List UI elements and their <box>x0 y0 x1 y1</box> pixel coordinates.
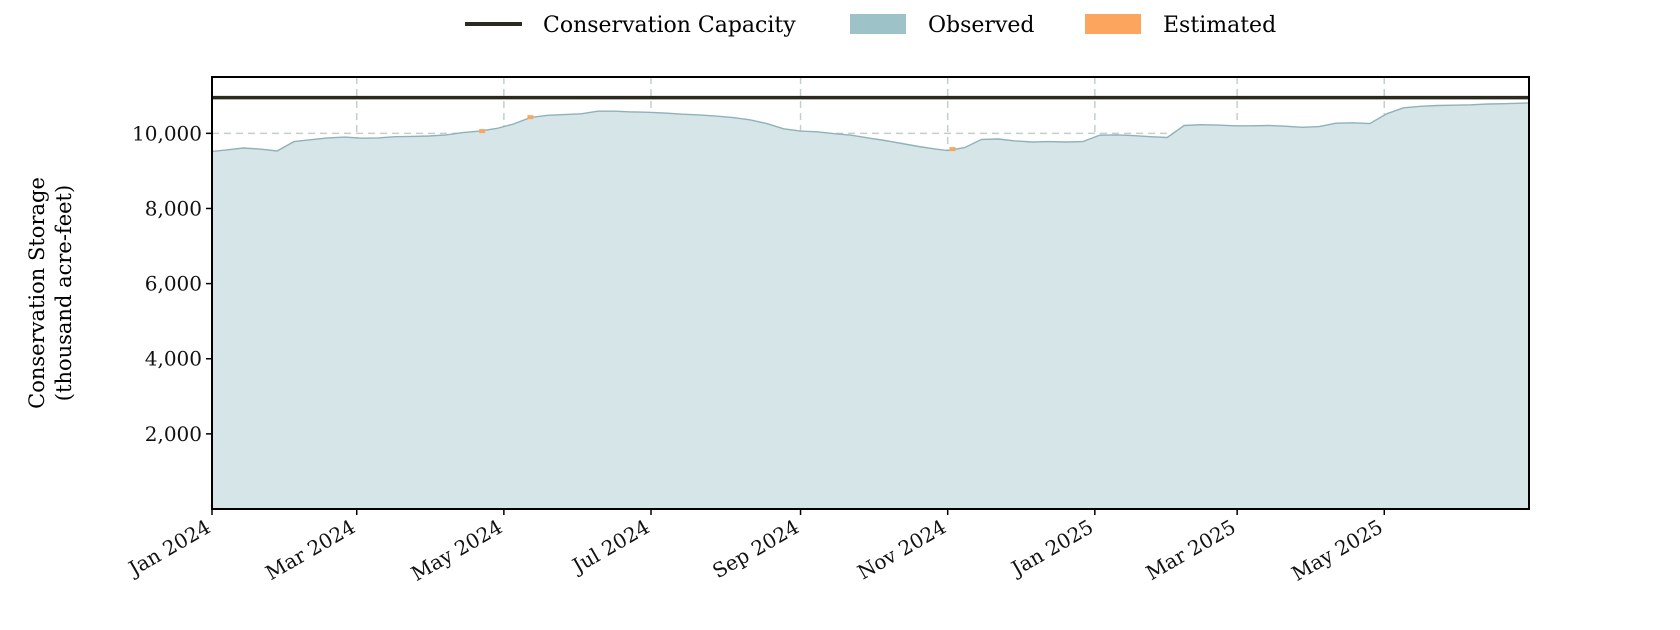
x-tick-label: Sep 2024 <box>708 515 803 584</box>
y-axis-title: Conservation Storage <box>25 177 49 409</box>
observed-line <box>211 102 1530 153</box>
y-tick-label: 2,000 <box>145 422 202 446</box>
legend-observed-label: Observed <box>928 13 1034 38</box>
x-tick-label: Jul 2024 <box>567 515 654 579</box>
legend-observed-swatch <box>850 14 906 34</box>
x-tick-label: Jan 2024 <box>123 515 215 582</box>
estimated-point <box>949 147 956 152</box>
y-tick-label: 8,000 <box>145 196 202 220</box>
y-tick-label: 6,000 <box>145 272 202 296</box>
x-tick-label: Mar 2024 <box>261 515 359 585</box>
plot-frame <box>211 76 1530 510</box>
y-tick-label: 4,000 <box>145 347 202 371</box>
legend-capacity-label: Conservation Capacity <box>543 13 796 38</box>
estimated-point <box>527 115 534 120</box>
x-tick-label: May 2024 <box>407 515 506 586</box>
x-tick-label: Mar 2025 <box>1142 515 1240 585</box>
legend-estimated-label: Estimated <box>1163 13 1276 38</box>
series <box>211 95 1530 510</box>
y-axis-units: (thousand acre-feet) <box>52 185 76 401</box>
x-tick-label: Nov 2024 <box>853 515 950 585</box>
legend-estimated-swatch <box>1085 14 1141 34</box>
x-tick-label: Jan 2025 <box>1006 515 1098 582</box>
x-tick-label: May 2025 <box>1287 515 1386 586</box>
legend: Conservation Capacity Observed Estimated <box>465 13 1276 38</box>
estimated-point <box>479 129 486 134</box>
y-tick-label: 10,000 <box>132 121 202 145</box>
observed-area <box>212 102 1529 510</box>
